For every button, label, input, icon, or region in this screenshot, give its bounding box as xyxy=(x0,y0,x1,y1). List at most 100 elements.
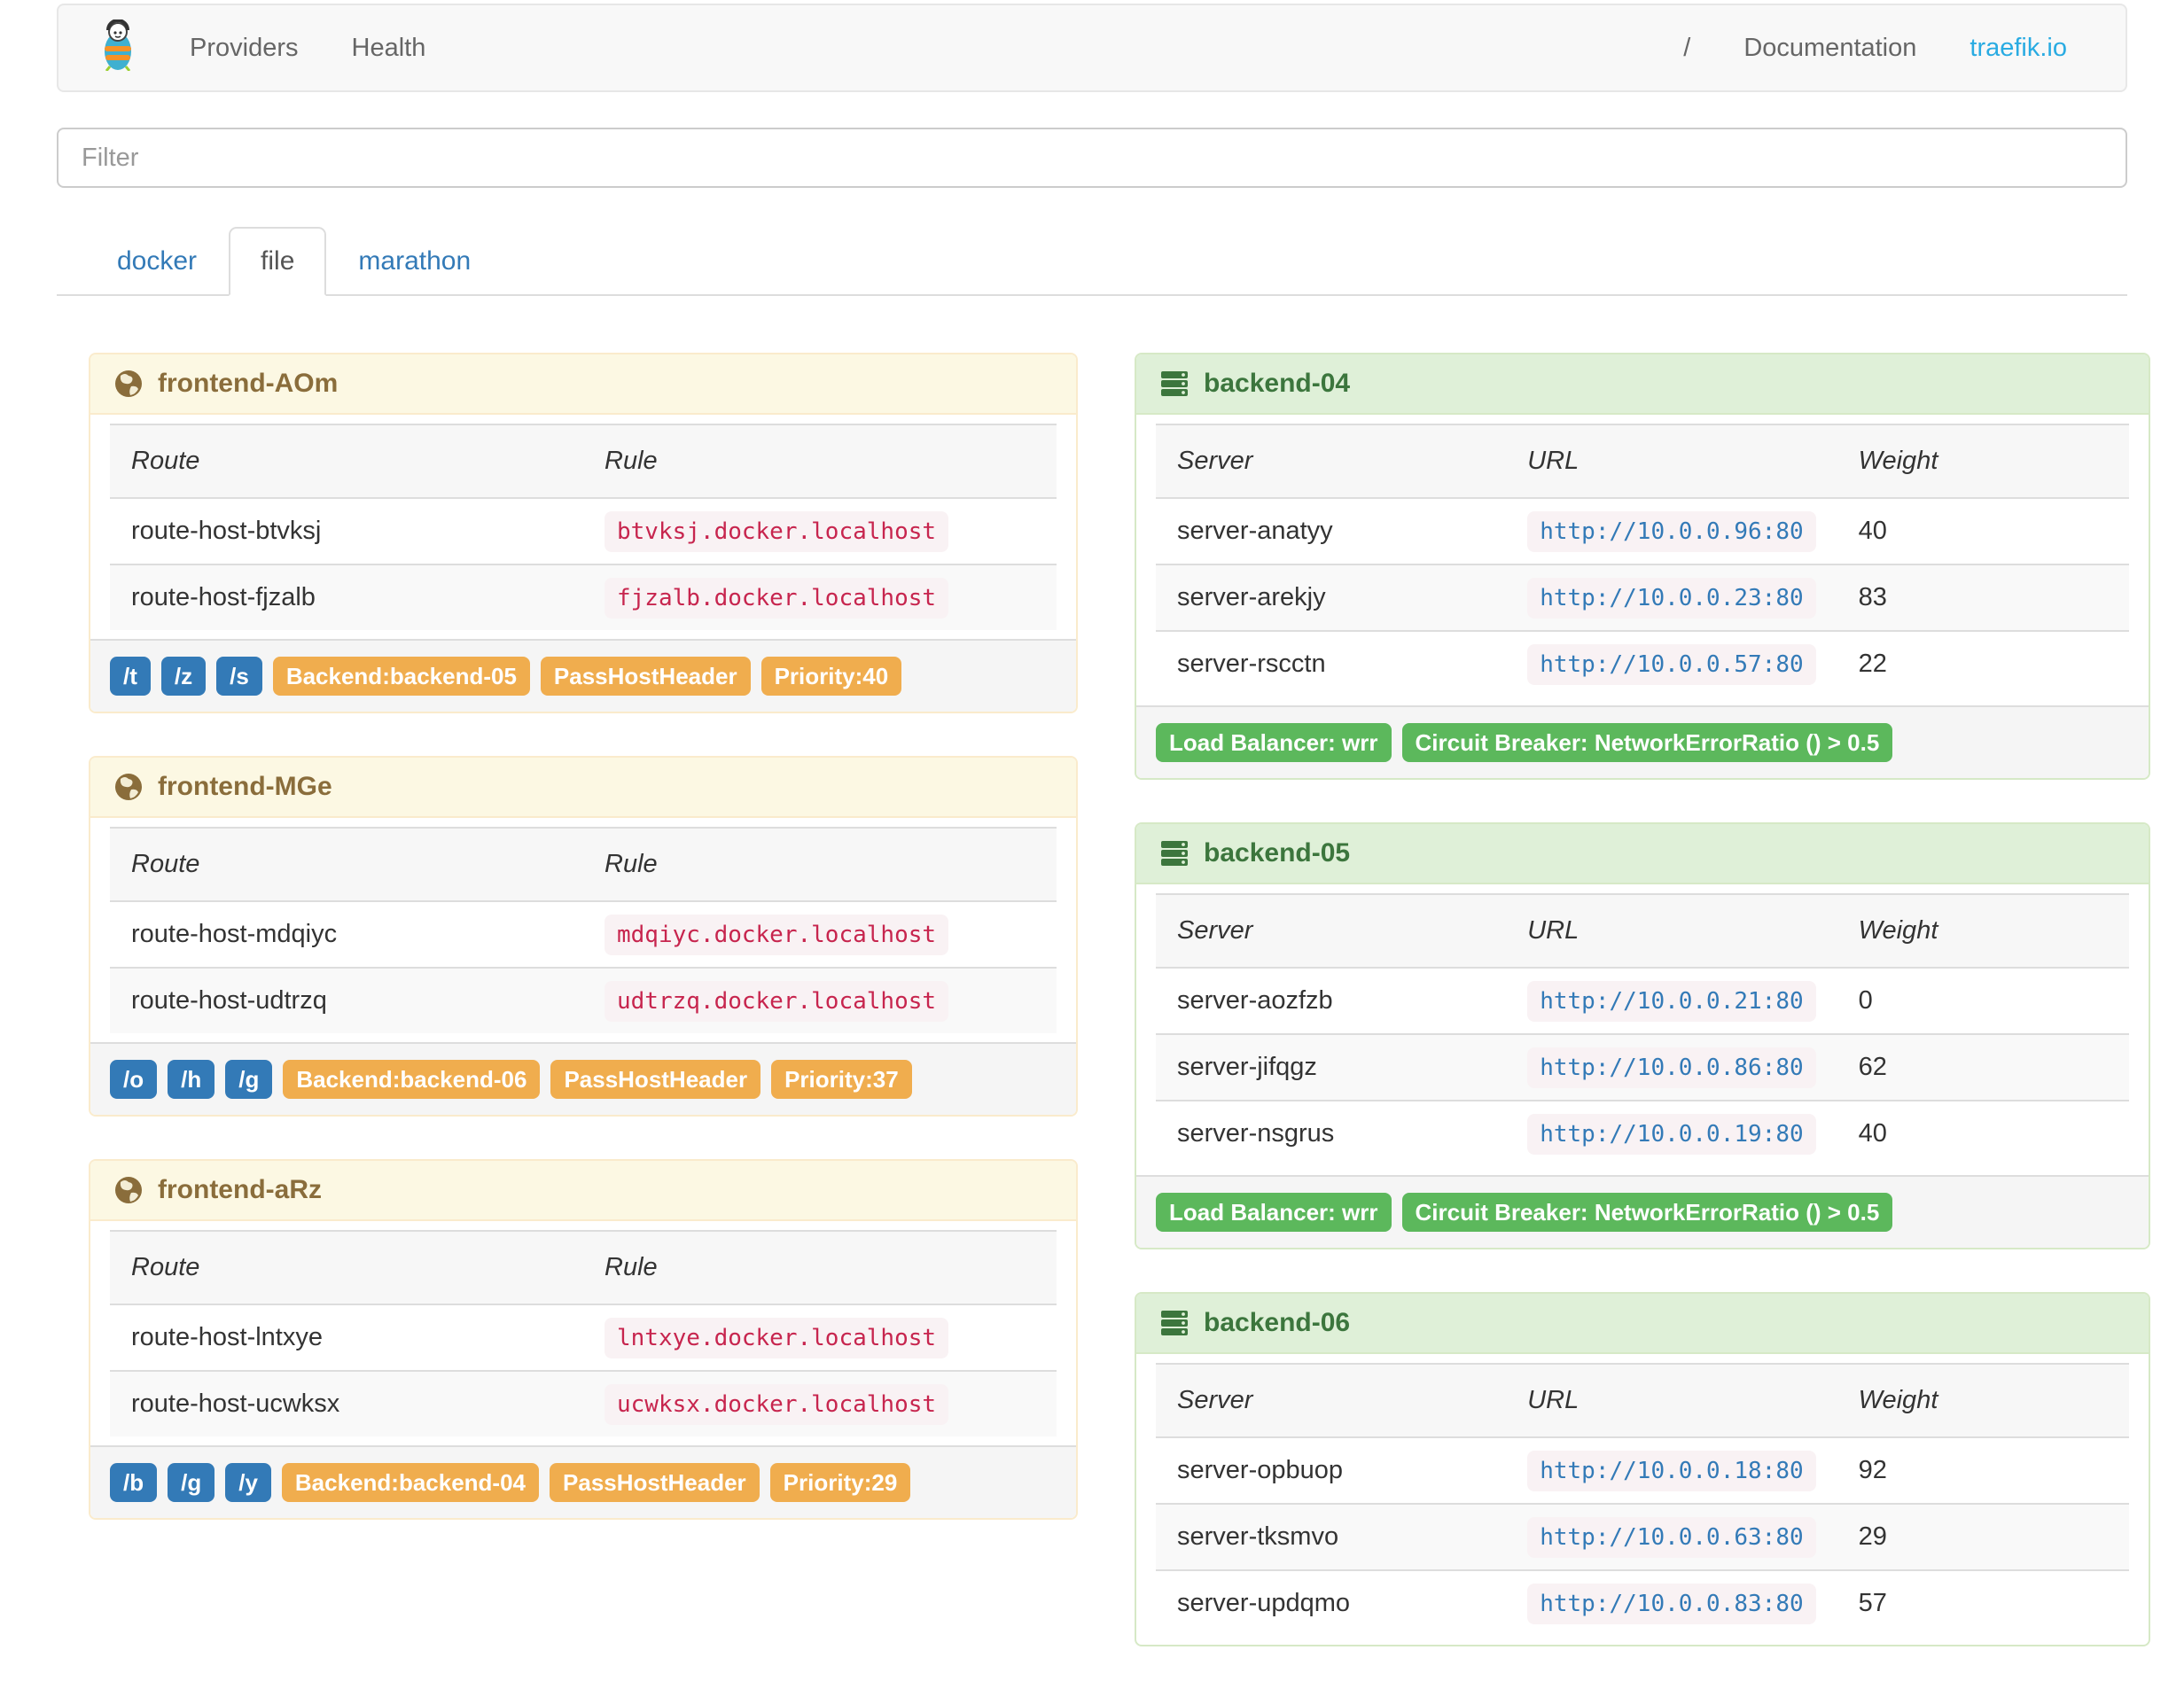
filter-bar xyxy=(57,128,2127,188)
table-row: server-opbuop http://10.0.0.18:80 92 xyxy=(1156,1437,2129,1504)
frontend-card-footer: /o /h /g Backend:backend-06 PassHostHead… xyxy=(90,1042,1076,1115)
table-row: server-aozfzb http://10.0.0.21:80 0 xyxy=(1156,968,2129,1034)
entrypoint-badge: /t xyxy=(110,657,151,696)
traefik-mascot-icon xyxy=(98,18,138,77)
table-row: route-host-mdqiyc mdqiyc.docker.localhos… xyxy=(110,901,1057,968)
globe-icon xyxy=(113,369,144,399)
backend-card-body: Server URL Weight server-opbuop http://1… xyxy=(1136,1354,2149,1645)
frontends-column: frontend-AOm Route Rule route-host-btvks… xyxy=(89,353,1078,1562)
table-row: route-host-btvksj btvksj.docker.localhos… xyxy=(110,498,1057,564)
nav-root-link[interactable]: / xyxy=(1683,33,1691,62)
server-weight: 22 xyxy=(1837,630,2129,697)
servers-table: Server URL Weight server-aozfzb http://1… xyxy=(1156,893,2129,1166)
server-icon xyxy=(1159,838,1190,868)
server-weight: 0 xyxy=(1858,986,1873,1015)
table-row: server-rscctn http://10.0.0.57:80 22 xyxy=(1156,630,2129,697)
server-url-link[interactable]: http://10.0.0.57:80 xyxy=(1527,644,1816,685)
column-header-weight: Weight xyxy=(1837,1363,2129,1438)
server-url-link[interactable]: http://10.0.0.96:80 xyxy=(1527,511,1816,552)
column-header-route: Route xyxy=(110,1230,583,1305)
routes-table: Route Rule route-host-btvksj btvksj.dock… xyxy=(110,424,1057,630)
nav-health[interactable]: Health xyxy=(351,33,426,62)
server-name: server-arekjy xyxy=(1156,564,1507,631)
backend-card-footer: Load Balancer: wrr Circuit Breaker: Netw… xyxy=(1136,1175,2149,1248)
route-name: route-host-ucwksx xyxy=(110,1370,583,1436)
server-url-link[interactable]: http://10.0.0.21:80 xyxy=(1527,981,1816,1022)
frontend-title: frontend-aRz xyxy=(158,1175,322,1204)
priority-badge: Priority:37 xyxy=(771,1060,912,1099)
traefik-logo[interactable] xyxy=(58,18,163,77)
backend-ref-badge: Backend:backend-05 xyxy=(272,657,530,696)
frontend-card-aRz: frontend-aRz Route Rule route-host-lntxy… xyxy=(89,1159,1078,1520)
nav-documentation[interactable]: Documentation xyxy=(1743,33,1917,62)
rule-value: fjzalb.docker.localhost xyxy=(604,578,949,619)
entrypoint-badge: /g xyxy=(225,1060,273,1099)
frontend-card-body: Route Rule route-host-mdqiyc mdqiyc.dock… xyxy=(90,818,1076,1042)
passhostheader-badge: PassHostHeader xyxy=(550,1463,760,1502)
entrypoint-badge: /s xyxy=(216,657,262,696)
entrypoint-badge: /z xyxy=(160,657,207,696)
tab-marathon[interactable]: marathon xyxy=(358,246,472,276)
frontend-card-header: frontend-AOm xyxy=(90,354,1076,415)
backend-title: backend-05 xyxy=(1204,838,1351,868)
table-row: server-nsgrus http://10.0.0.19:80 40 xyxy=(1156,1100,2129,1166)
server-url-link[interactable]: http://10.0.0.63:80 xyxy=(1527,1517,1816,1558)
table-row: route-host-udtrzq udtrzq.docker.localhos… xyxy=(110,967,1057,1033)
server-url-link[interactable]: http://10.0.0.18:80 xyxy=(1527,1451,1816,1491)
column-header-url: URL xyxy=(1506,1363,1837,1438)
frontend-title: frontend-AOm xyxy=(158,369,339,398)
column-header-route: Route xyxy=(110,424,583,499)
table-row: server-jifqgz http://10.0.0.86:80 62 xyxy=(1156,1033,2129,1101)
navbar-right: / Documentation traefik.io xyxy=(1657,5,2126,90)
globe-icon xyxy=(113,772,144,802)
passhostheader-badge: PassHostHeader xyxy=(540,657,751,696)
load-balancer-badge: Load Balancer: wrr xyxy=(1156,1193,1392,1232)
table-row: route-host-fjzalb fjzalb.docker.localhos… xyxy=(110,564,1057,630)
server-name: server-nsgrus xyxy=(1156,1100,1507,1166)
server-url-link[interactable]: http://10.0.0.86:80 xyxy=(1527,1047,1816,1088)
nav-providers[interactable]: Providers xyxy=(190,33,299,62)
tab-docker[interactable]: docker xyxy=(117,246,198,276)
server-icon xyxy=(1159,369,1190,399)
navbar: Providers Health / Documentation traefik… xyxy=(57,4,2127,92)
provider-content: frontend-AOm Route Rule route-host-btvks… xyxy=(89,353,2184,1689)
backend-card-body: Server URL Weight server-aozfzb http://1… xyxy=(1136,884,2149,1175)
server-url-link[interactable]: http://10.0.0.19:80 xyxy=(1527,1114,1816,1155)
server-url-link[interactable]: http://10.0.0.83:80 xyxy=(1527,1584,1816,1624)
table-row: route-host-ucwksx ucwksx.docker.localhos… xyxy=(110,1370,1057,1436)
column-header-rule: Rule xyxy=(583,424,1057,499)
filter-input[interactable] xyxy=(57,128,2127,188)
server-url-link[interactable]: http://10.0.0.23:80 xyxy=(1527,578,1816,619)
server-weight: 40 xyxy=(1858,517,1887,545)
circuit-breaker-badge: Circuit Breaker: NetworkErrorRatio () > … xyxy=(1401,723,1893,762)
server-weight: 83 xyxy=(1837,564,2129,631)
frontend-card-body: Route Rule route-host-btvksj btvksj.dock… xyxy=(90,415,1076,639)
backend-card-04: backend-04 Server URL Weight server-anat… xyxy=(1135,353,2150,780)
backend-card-header: backend-05 xyxy=(1136,824,2149,884)
frontend-card-header: frontend-aRz xyxy=(90,1161,1076,1221)
rule-value: udtrzq.docker.localhost xyxy=(604,981,949,1022)
table-row: server-tksmvo http://10.0.0.63:80 29 xyxy=(1156,1503,2129,1570)
table-row: server-arekjy http://10.0.0.23:80 83 xyxy=(1156,564,2129,631)
column-header-weight: Weight xyxy=(1837,424,2129,499)
server-weight: 57 xyxy=(1837,1569,2129,1636)
nav-traefik-io[interactable]: traefik.io xyxy=(1970,33,2067,62)
server-name: server-rscctn xyxy=(1156,630,1507,697)
frontend-card-header: frontend-MGe xyxy=(90,758,1076,818)
backend-card-05: backend-05 Server URL Weight server-aozf… xyxy=(1135,822,2150,1249)
entrypoint-badge: /b xyxy=(110,1463,158,1502)
circuit-breaker-badge: Circuit Breaker: NetworkErrorRatio () > … xyxy=(1401,1193,1893,1232)
backend-title: backend-06 xyxy=(1204,1308,1351,1337)
backend-card-header: backend-04 xyxy=(1136,354,2149,415)
table-row: server-anatyy http://10.0.0.96:80 40 xyxy=(1156,498,2129,564)
server-name: server-jifqgz xyxy=(1156,1033,1507,1101)
tab-file[interactable]: file xyxy=(229,227,327,296)
frontend-card-footer: /b /g /y Backend:backend-04 PassHostHead… xyxy=(90,1445,1076,1518)
column-header-server: Server xyxy=(1156,893,1507,969)
rule-value: lntxye.docker.localhost xyxy=(604,1318,949,1358)
server-icon xyxy=(1159,1308,1190,1338)
frontend-card-footer: /t /z /s Backend:backend-05 PassHostHead… xyxy=(90,639,1076,712)
entrypoint-badge: /y xyxy=(225,1463,271,1502)
rule-value: mdqiyc.docker.localhost xyxy=(604,915,949,955)
column-header-rule: Rule xyxy=(583,827,1057,902)
